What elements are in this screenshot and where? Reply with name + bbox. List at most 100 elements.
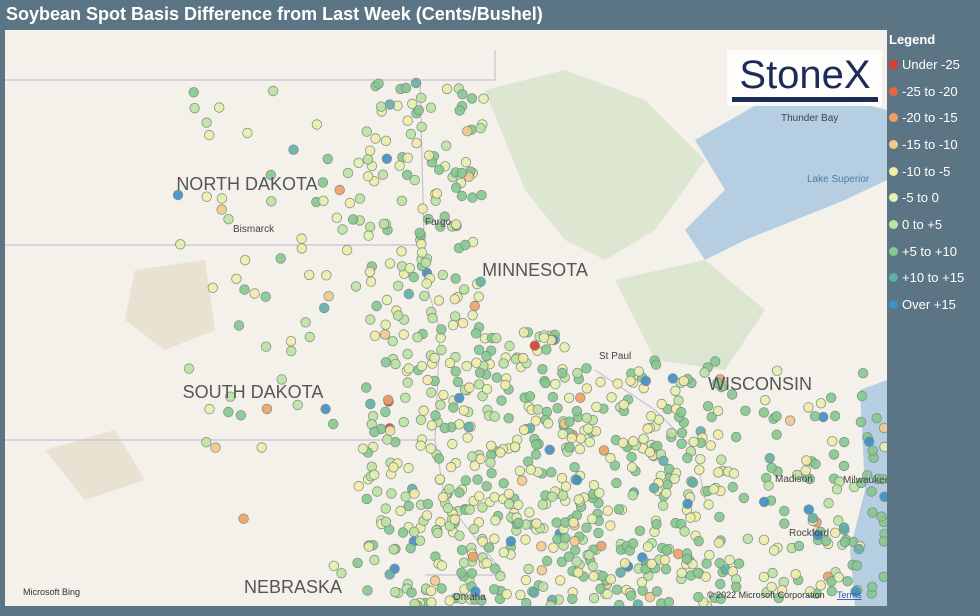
location-point[interactable] [876, 511, 887, 522]
location-point[interactable] [188, 87, 199, 98]
location-point[interactable] [740, 405, 751, 417]
location-point[interactable] [644, 447, 656, 458]
location-point[interactable] [625, 590, 637, 601]
location-point[interactable] [362, 154, 374, 165]
location-point[interactable] [426, 387, 437, 398]
location-point[interactable] [420, 257, 432, 268]
location-point[interactable] [575, 392, 586, 403]
location-point[interactable] [602, 588, 613, 600]
location-point[interactable] [728, 468, 740, 479]
location-point[interactable] [611, 584, 623, 595]
location-point[interactable] [867, 445, 878, 456]
location-point[interactable] [713, 429, 724, 440]
location-point[interactable] [779, 518, 790, 529]
location-point[interactable] [357, 443, 369, 454]
location-point[interactable] [460, 239, 471, 251]
location-point[interactable] [454, 487, 465, 498]
location-point[interactable] [652, 440, 663, 452]
location-point[interactable] [400, 392, 411, 404]
location-point[interactable] [385, 425, 396, 436]
location-point[interactable] [201, 191, 212, 202]
location-point[interactable] [464, 382, 475, 393]
location-point[interactable] [793, 540, 805, 552]
location-point[interactable] [404, 262, 416, 274]
location-point[interactable] [742, 533, 754, 545]
location-point[interactable] [416, 247, 428, 258]
location-point[interactable] [437, 269, 449, 281]
location-point[interactable] [731, 581, 742, 593]
location-point[interactable] [661, 545, 673, 556]
location-point[interactable] [681, 553, 693, 565]
location-point[interactable] [468, 523, 480, 535]
location-point[interactable] [627, 538, 639, 549]
location-point[interactable] [695, 454, 706, 465]
location-point[interactable] [659, 554, 671, 566]
location-point[interactable] [581, 522, 592, 533]
location-point[interactable] [879, 491, 887, 502]
location-point[interactable] [286, 345, 297, 357]
location-point[interactable] [495, 570, 506, 582]
location-point[interactable] [853, 543, 865, 555]
location-point[interactable] [388, 544, 399, 555]
location-point[interactable] [826, 392, 837, 403]
location-point[interactable] [425, 102, 437, 113]
location-point[interactable] [676, 406, 687, 418]
location-point[interactable] [530, 449, 542, 460]
location-point[interactable] [433, 453, 445, 464]
location-point[interactable] [361, 126, 372, 137]
location-point[interactable] [426, 597, 437, 606]
location-point[interactable] [669, 473, 680, 485]
location-point[interactable] [470, 586, 481, 597]
location-point[interactable] [475, 122, 486, 134]
location-point[interactable] [369, 469, 380, 481]
location-point[interactable] [322, 153, 333, 165]
location-point[interactable] [828, 449, 840, 460]
location-point[interactable] [382, 434, 393, 445]
location-point[interactable] [365, 276, 377, 287]
location-point[interactable] [656, 398, 667, 410]
location-point[interactable] [791, 469, 803, 481]
location-point[interactable] [693, 536, 704, 547]
location-point[interactable] [491, 333, 502, 344]
location-point[interactable] [838, 522, 850, 533]
location-point[interactable] [646, 558, 657, 570]
location-point[interactable] [547, 491, 558, 502]
location-point[interactable] [223, 213, 234, 225]
location-point[interactable] [372, 486, 383, 497]
location-point[interactable] [449, 294, 461, 305]
location-point[interactable] [619, 558, 631, 569]
location-point[interactable] [466, 93, 478, 104]
location-point[interactable] [650, 359, 662, 370]
location-point[interactable] [336, 568, 347, 579]
location-point[interactable] [557, 367, 568, 379]
location-point[interactable] [436, 583, 447, 594]
location-point[interactable] [438, 389, 449, 401]
location-point[interactable] [396, 246, 407, 257]
location-point[interactable] [405, 543, 416, 554]
location-point[interactable] [617, 437, 629, 449]
location-point[interactable] [476, 595, 487, 606]
location-point[interactable] [678, 375, 690, 387]
location-point[interactable] [390, 587, 401, 598]
location-point[interactable] [275, 253, 286, 264]
location-point[interactable] [713, 537, 725, 548]
location-point[interactable] [581, 412, 593, 424]
location-point[interactable] [605, 574, 617, 585]
location-point[interactable] [233, 320, 245, 331]
location-point[interactable] [588, 592, 600, 604]
location-point[interactable] [537, 364, 548, 375]
location-point[interactable] [365, 314, 376, 325]
location-point[interactable] [370, 133, 381, 144]
location-point[interactable] [369, 330, 381, 342]
location-point[interactable] [587, 513, 598, 525]
location-point[interactable] [406, 587, 417, 598]
location-point[interactable] [862, 470, 873, 481]
location-point[interactable] [469, 300, 481, 312]
location-point[interactable] [456, 167, 468, 179]
legend-item[interactable]: -25 to -20 [889, 78, 964, 105]
location-point[interactable] [768, 545, 780, 556]
location-point[interactable] [826, 586, 838, 597]
location-point[interactable] [568, 517, 579, 528]
location-point[interactable] [353, 480, 364, 492]
legend-item[interactable]: Over +15 [889, 291, 964, 318]
